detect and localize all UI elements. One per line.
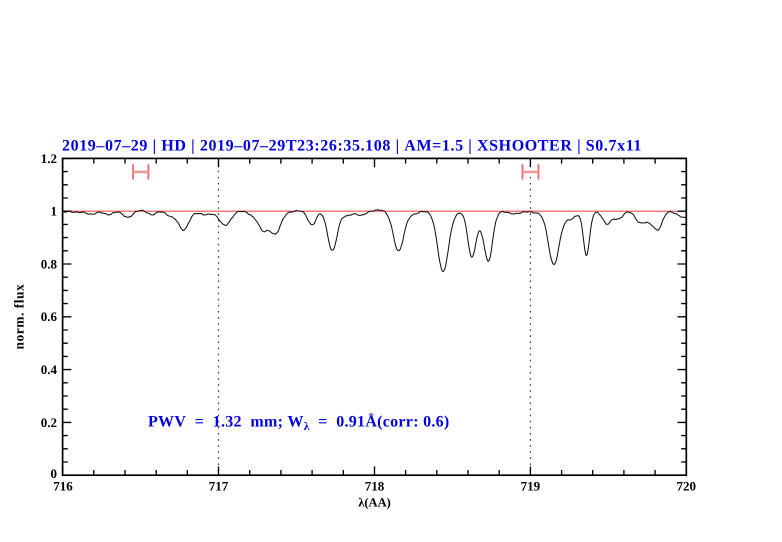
svg-text:0.2: 0.2	[41, 415, 57, 430]
svg-text:716: 716	[53, 478, 73, 493]
svg-text:719: 719	[521, 478, 541, 493]
svg-text:0.4: 0.4	[41, 362, 58, 377]
svg-text:0.8: 0.8	[41, 256, 58, 271]
svg-text:2019–07–29 | HD | 2019–07–29T2: 2019–07–29 | HD | 2019–07–29T23:26:35.10…	[62, 138, 642, 155]
svg-text:PWV = 1.32 mm; Wλ = 0.91Å: PWV = 1.32 mm; Wλ = 0.91Å(corr: 0.6)	[148, 412, 450, 433]
svg-text:718: 718	[365, 478, 385, 493]
svg-text:0.6: 0.6	[41, 309, 58, 324]
svg-text:norm. flux: norm. flux	[12, 284, 27, 350]
svg-text:1.2: 1.2	[41, 151, 57, 166]
svg-text:0: 0	[51, 466, 58, 481]
svg-text:720: 720	[677, 478, 697, 493]
svg-text:λ(AA): λ(AA)	[358, 496, 391, 510]
svg-text:1: 1	[51, 204, 58, 219]
svg-text:717: 717	[209, 478, 229, 493]
